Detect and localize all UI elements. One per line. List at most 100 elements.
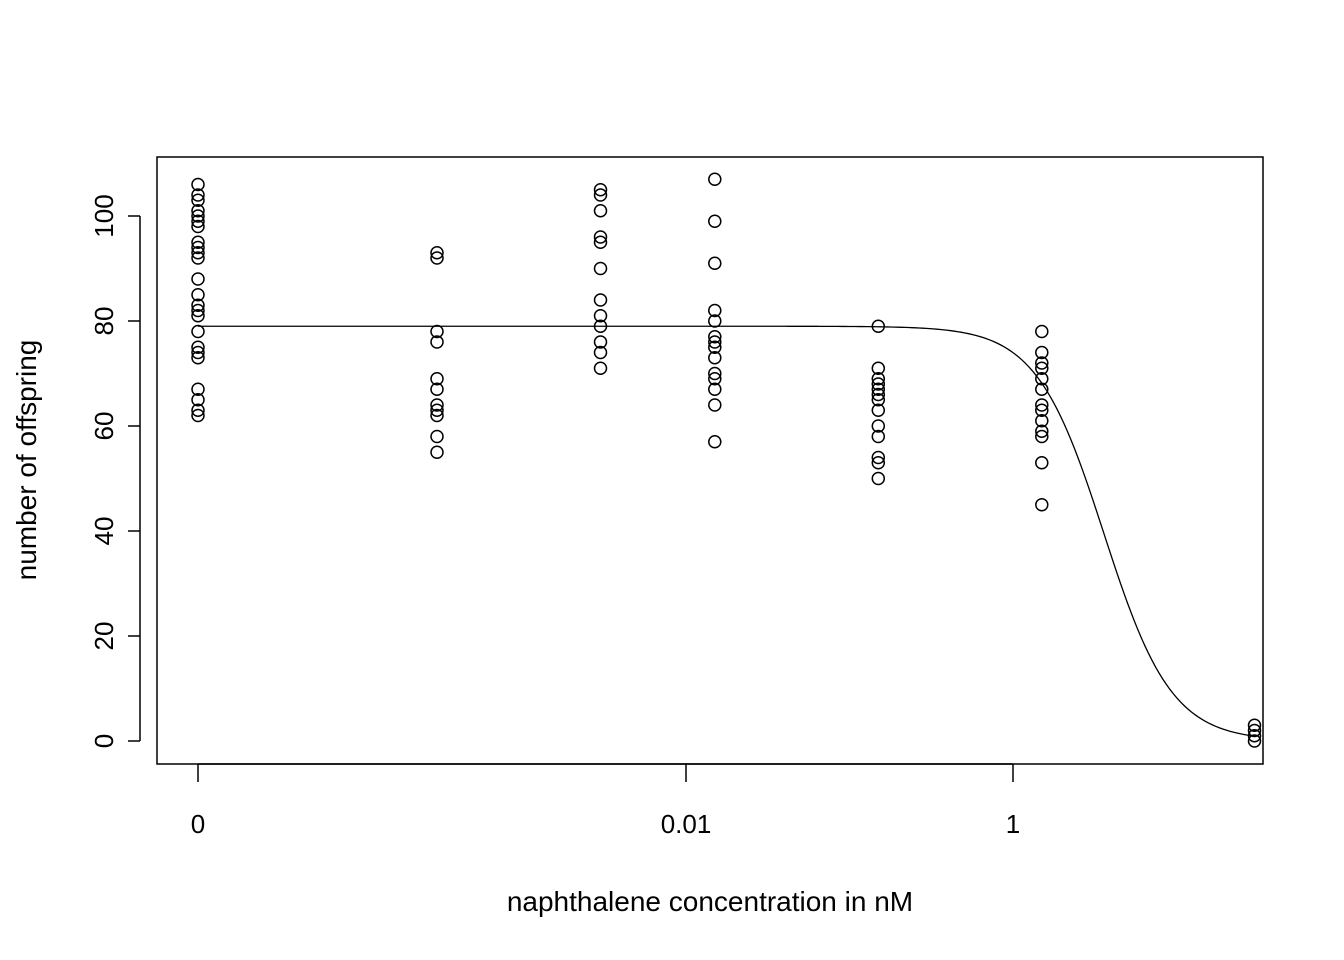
data-point (191, 351, 205, 365)
data-points-layer (191, 172, 1262, 748)
x-axis-title: naphthalene concentration in nM (507, 886, 913, 917)
data-point (708, 382, 722, 396)
data-point (191, 382, 205, 396)
data-point (708, 366, 722, 381)
data-point (593, 235, 608, 249)
data-point (191, 193, 205, 207)
fit-curve-layer (198, 325, 1255, 737)
data-point (708, 372, 722, 386)
y-tick-label: 0 (89, 734, 119, 748)
data-point (871, 403, 886, 417)
data-point (871, 319, 886, 333)
data-point (708, 172, 722, 186)
data-point (1035, 414, 1049, 428)
y-axis-title: number of offspring (11, 340, 42, 581)
y-tick-label: 60 (89, 412, 119, 441)
data-point (1247, 723, 1262, 738)
data-point (708, 351, 722, 365)
data-point (430, 429, 444, 444)
data-point (191, 235, 205, 249)
data-point (430, 445, 444, 459)
data-point (191, 177, 205, 192)
data-point (191, 204, 205, 218)
data-point (191, 340, 205, 354)
data-point (593, 319, 608, 333)
data-point (430, 335, 444, 349)
data-point (191, 214, 205, 228)
data-point (430, 398, 444, 412)
data-point (191, 309, 205, 323)
y-tick-label: 40 (89, 517, 119, 546)
data-point (191, 188, 205, 202)
y-tick-label: 20 (89, 622, 119, 651)
data-point (1035, 398, 1049, 412)
data-point (1035, 324, 1049, 339)
data-point (871, 429, 886, 444)
data-point (593, 345, 608, 360)
data-point (430, 372, 444, 386)
data-point (871, 377, 886, 391)
data-point (871, 450, 886, 465)
data-point (593, 204, 608, 218)
data-point (191, 219, 205, 234)
data-point (871, 456, 886, 470)
data-point (593, 188, 608, 202)
data-point (708, 303, 722, 318)
data-point (1247, 729, 1262, 743)
data-point (871, 419, 886, 433)
data-point (708, 314, 722, 328)
x-tick-label: 0 (191, 809, 205, 839)
data-point (191, 288, 205, 302)
data-point (871, 393, 886, 407)
data-point (593, 261, 608, 276)
data-point (191, 246, 205, 260)
data-point (593, 309, 608, 323)
data-point (191, 298, 205, 312)
data-point (708, 398, 722, 412)
data-point (871, 382, 886, 396)
data-point (1035, 356, 1049, 370)
data-point (430, 382, 444, 396)
data-point (593, 293, 608, 307)
data-point (191, 240, 205, 255)
data-point (708, 340, 722, 354)
data-point (593, 183, 608, 197)
data-point (1035, 429, 1049, 444)
y-tick-label: 100 (89, 194, 119, 237)
data-point (191, 403, 205, 417)
data-point (191, 209, 205, 223)
data-point (871, 372, 886, 386)
data-point (191, 393, 205, 407)
data-point (191, 272, 205, 286)
data-point (191, 324, 205, 339)
data-point (708, 435, 722, 449)
data-point (1035, 403, 1049, 417)
x-tick-label: 1 (1006, 809, 1020, 839)
data-point (191, 303, 205, 318)
data-point (708, 330, 722, 344)
data-point (191, 345, 205, 360)
data-point (708, 256, 722, 270)
data-point (430, 403, 444, 417)
data-point (593, 361, 608, 375)
data-point (430, 251, 444, 265)
data-point (1035, 498, 1049, 512)
data-point (1035, 345, 1049, 360)
data-point (1035, 424, 1049, 438)
fit-curve (198, 325, 1255, 737)
data-point (191, 251, 205, 265)
data-point (708, 214, 722, 228)
data-point (871, 361, 886, 375)
data-point (708, 335, 722, 349)
data-point (1035, 361, 1049, 375)
data-point (1247, 718, 1262, 732)
data-point (593, 230, 608, 244)
data-point (430, 408, 444, 423)
x-tick-label: 0.01 (661, 809, 712, 839)
data-point (1035, 372, 1049, 386)
data-point (1247, 734, 1262, 748)
data-point (430, 324, 444, 339)
data-point (191, 408, 205, 423)
